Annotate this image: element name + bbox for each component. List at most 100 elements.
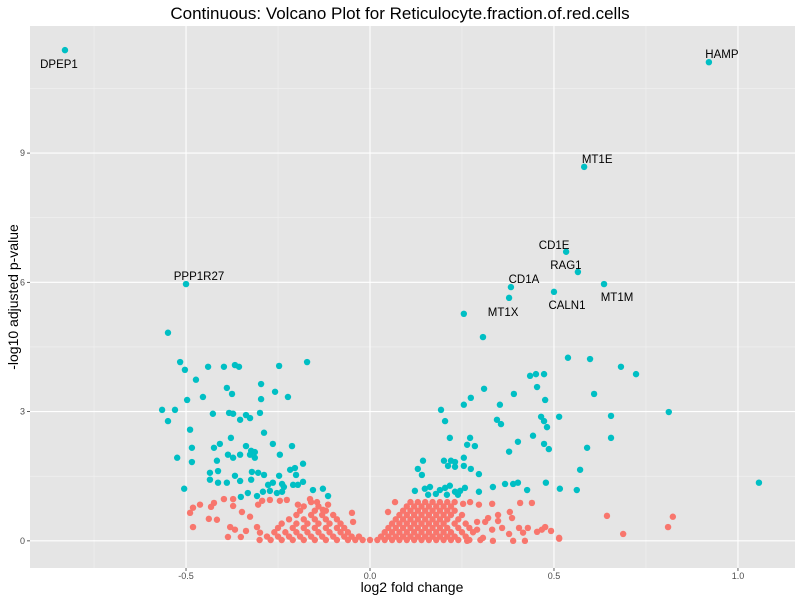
not-significant-point	[440, 503, 447, 510]
not-significant-point	[473, 518, 481, 526]
not-significant-point	[440, 529, 447, 536]
significant-point	[204, 363, 212, 370]
not-significant-point	[447, 529, 455, 536]
not-significant-point	[407, 507, 414, 514]
significant-point	[257, 380, 265, 388]
not-significant-point	[311, 516, 319, 523]
not-significant-point	[403, 529, 410, 536]
significant-point	[432, 490, 440, 498]
significant-point	[223, 479, 231, 486]
significant-point	[213, 457, 221, 464]
not-significant-point	[189, 523, 197, 531]
not-significant-point	[669, 513, 677, 520]
significant-point	[319, 485, 327, 492]
not-significant-point	[488, 500, 496, 508]
significant-point	[545, 445, 553, 453]
significant-point	[223, 384, 231, 392]
not-significant-point	[271, 529, 278, 536]
y-tick-label: 0	[20, 536, 25, 546]
not-significant-point	[256, 529, 264, 536]
not-significant-point	[455, 516, 462, 523]
significant-point	[284, 393, 292, 401]
not-significant-point	[315, 520, 322, 527]
labeled-point	[580, 163, 588, 171]
not-significant-point	[337, 529, 344, 536]
not-significant-point	[407, 524, 414, 532]
labeled-point	[574, 268, 582, 276]
significant-point	[259, 488, 267, 495]
significant-point	[467, 394, 475, 402]
significant-point	[632, 370, 640, 378]
not-significant-point	[186, 509, 194, 517]
not-significant-point	[421, 507, 429, 514]
significant-point	[251, 448, 259, 456]
not-significant-point	[421, 498, 429, 506]
not-significant-point	[407, 533, 414, 540]
not-significant-point	[484, 514, 492, 522]
not-significant-point	[425, 511, 433, 519]
significant-point	[214, 479, 222, 486]
not-significant-point	[524, 524, 532, 532]
not-significant-point	[282, 529, 289, 536]
significant-point	[460, 401, 468, 408]
significant-point	[236, 451, 244, 458]
not-significant-point	[226, 523, 234, 531]
significant-point	[514, 479, 522, 486]
x-axis-ticks: -0.5 0.0 0.5 1.0	[178, 568, 744, 581]
labeled-point	[562, 248, 570, 255]
significant-point	[493, 416, 501, 423]
not-significant-point	[414, 516, 422, 523]
not-significant-point	[399, 507, 407, 514]
not-significant-point	[433, 529, 440, 536]
not-significant-point	[528, 499, 536, 507]
significant-point	[229, 410, 237, 417]
not-significant-point	[242, 527, 250, 535]
significant-point	[460, 454, 468, 461]
not-significant-point	[399, 516, 407, 523]
not-significant-point	[479, 534, 487, 542]
significant-point	[505, 448, 513, 455]
significant-point	[440, 457, 448, 464]
not-significant-point	[377, 533, 385, 540]
not-significant-point	[300, 516, 307, 523]
not-significant-point	[433, 520, 440, 527]
not-significant-point	[293, 520, 300, 527]
not-significant-point	[421, 524, 429, 532]
significant-point	[411, 487, 419, 495]
significant-point	[441, 417, 449, 425]
significant-point	[755, 479, 763, 486]
not-significant-point	[421, 533, 429, 540]
point-label: CALN1	[548, 300, 585, 312]
not-significant-point	[237, 533, 245, 541]
not-significant-point	[515, 524, 523, 532]
significant-point	[617, 363, 625, 370]
not-significant-point	[436, 507, 444, 514]
labeled-point	[182, 280, 190, 288]
not-significant-point	[508, 514, 516, 522]
not-significant-point	[330, 511, 337, 519]
not-significant-point	[509, 537, 517, 545]
significant-point	[280, 483, 288, 491]
significant-point	[424, 491, 432, 498]
significant-point	[471, 442, 479, 450]
not-significant-point	[322, 516, 330, 523]
not-significant-point	[392, 524, 399, 532]
not-significant-point	[521, 537, 529, 545]
significant-point	[461, 484, 469, 492]
significant-point	[235, 363, 243, 370]
significant-point	[543, 423, 551, 431]
point-label: CD1A	[509, 274, 540, 286]
not-significant-point	[451, 520, 458, 527]
not-significant-point	[436, 498, 444, 506]
significant-point	[236, 477, 244, 485]
not-significant-point	[414, 533, 422, 540]
significant-point	[188, 444, 196, 451]
significant-point	[171, 406, 179, 414]
significant-point	[269, 479, 277, 486]
not-significant-point	[447, 503, 455, 510]
significant-point	[264, 481, 272, 489]
labeled-point	[705, 58, 713, 66]
not-significant-point	[444, 516, 451, 523]
not-significant-point	[396, 529, 403, 536]
not-significant-point	[466, 498, 474, 506]
